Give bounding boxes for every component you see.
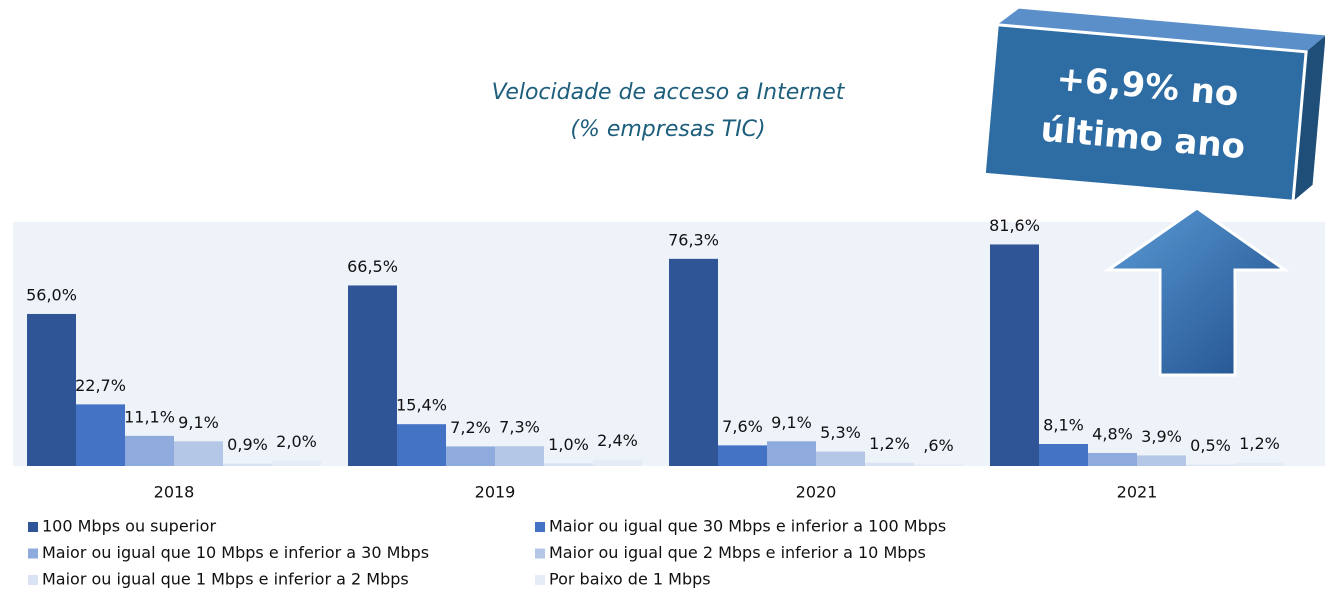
data-label: 9,1% bbox=[771, 413, 812, 432]
data-label: ,6% bbox=[923, 436, 953, 455]
data-label: 15,4% bbox=[396, 396, 447, 415]
bar bbox=[446, 446, 495, 466]
callout-side bbox=[1293, 35, 1325, 202]
data-label: 1,2% bbox=[1239, 434, 1280, 453]
callout: +6,9% no último ano bbox=[982, 8, 1325, 203]
bar bbox=[125, 435, 174, 466]
x-tick-label: 2018 bbox=[154, 483, 195, 502]
legend-label: Maior ou igual que 2 Mbps e inferior a 1… bbox=[549, 543, 926, 562]
legend-label: Maior ou igual que 1 Mbps e inferior a 2… bbox=[42, 570, 409, 589]
data-label: 5,3% bbox=[820, 423, 861, 442]
bar bbox=[816, 451, 865, 466]
data-label: 56,0% bbox=[26, 285, 77, 304]
callout-top bbox=[997, 8, 1325, 52]
legend-swatch bbox=[535, 522, 545, 532]
x-tick-label: 2019 bbox=[475, 483, 516, 502]
bar bbox=[27, 313, 76, 466]
legend-label: Maior ou igual que 10 Mbps e inferior a … bbox=[42, 543, 429, 562]
bar bbox=[76, 404, 125, 466]
data-label: 3,9% bbox=[1141, 427, 1182, 446]
bar bbox=[990, 244, 1039, 466]
data-label: 81,6% bbox=[989, 216, 1040, 235]
bar bbox=[669, 258, 718, 466]
chart-subtitle: (% empresas TIC) bbox=[570, 117, 765, 142]
legend-label: Maior ou igual que 30 Mbps e inferior a … bbox=[549, 517, 946, 536]
data-label: 22,7% bbox=[75, 376, 126, 395]
data-label: 1,2% bbox=[869, 434, 910, 453]
bar bbox=[1039, 444, 1088, 466]
bar bbox=[1137, 455, 1186, 466]
data-label: 66,5% bbox=[347, 257, 398, 276]
bar bbox=[767, 441, 816, 466]
bar bbox=[397, 424, 446, 466]
x-tick-label: 2020 bbox=[796, 483, 837, 502]
bar bbox=[593, 459, 642, 466]
data-label: 9,1% bbox=[178, 413, 219, 432]
data-label: 7,2% bbox=[450, 418, 491, 437]
data-label: 2,4% bbox=[597, 431, 638, 450]
bar bbox=[1088, 452, 1137, 466]
legend-swatch bbox=[535, 548, 545, 559]
data-label: 2,0% bbox=[276, 432, 317, 451]
bar bbox=[1186, 464, 1235, 466]
bar bbox=[544, 463, 593, 466]
data-label: 0,5% bbox=[1190, 436, 1231, 455]
legend-label: Por baixo de 1 Mbps bbox=[549, 570, 711, 589]
up-arrow bbox=[1103, 206, 1290, 377]
legend-swatch bbox=[28, 575, 38, 585]
bar bbox=[1235, 462, 1284, 466]
chart-title: Velocidade de acceso a Internet bbox=[492, 80, 846, 105]
data-label: 7,6% bbox=[722, 417, 763, 436]
data-label: 0,9% bbox=[227, 435, 268, 454]
data-label: 4,8% bbox=[1092, 424, 1133, 443]
bar bbox=[718, 445, 767, 466]
legend-swatch bbox=[535, 575, 545, 585]
callout-box bbox=[982, 23, 1308, 203]
bar bbox=[174, 441, 223, 466]
bar bbox=[348, 285, 397, 466]
bar bbox=[914, 464, 963, 466]
data-label: 76,3% bbox=[668, 230, 719, 249]
data-label: 1,0% bbox=[548, 435, 589, 454]
x-tick-label: 2021 bbox=[1117, 483, 1158, 502]
legend-swatch bbox=[28, 522, 38, 532]
bar bbox=[865, 462, 914, 466]
bar bbox=[495, 446, 544, 466]
legend-label: 100 Mbps ou superior bbox=[42, 517, 216, 536]
bar bbox=[272, 460, 321, 466]
legend-swatch bbox=[28, 548, 38, 559]
bar bbox=[223, 463, 272, 466]
data-label: 7,3% bbox=[499, 418, 540, 437]
data-label: 11,1% bbox=[124, 407, 175, 426]
data-label: 8,1% bbox=[1043, 416, 1084, 435]
